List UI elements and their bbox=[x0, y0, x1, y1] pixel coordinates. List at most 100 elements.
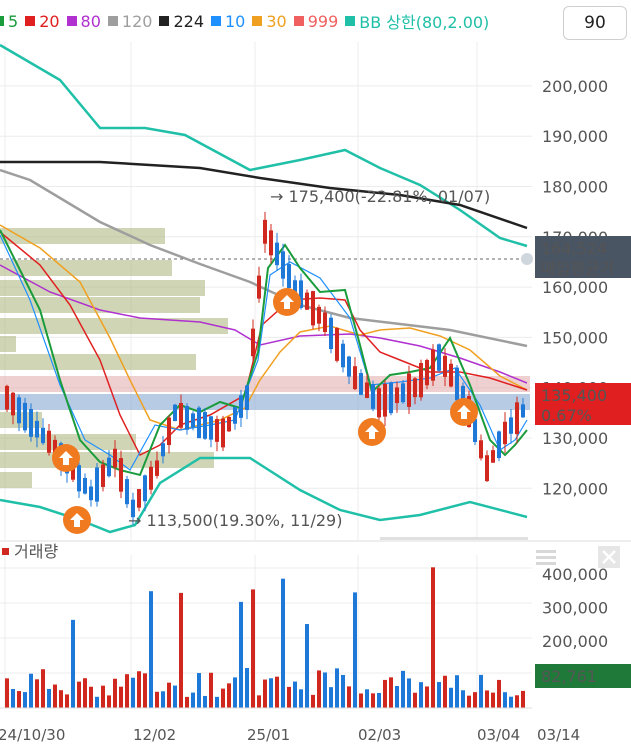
volume-bar bbox=[209, 672, 213, 708]
volume-bar bbox=[149, 591, 153, 708]
candle-body bbox=[521, 404, 525, 418]
volume-bar bbox=[491, 692, 495, 708]
volume-bar bbox=[251, 589, 255, 708]
candle-body bbox=[383, 383, 387, 417]
candle-body bbox=[77, 465, 81, 492]
candle-body bbox=[425, 360, 429, 386]
legend-color-swatch-icon bbox=[293, 16, 304, 26]
period-input[interactable]: 90 bbox=[563, 6, 627, 40]
volume-bar bbox=[311, 694, 315, 708]
scroll-handle bbox=[380, 537, 528, 540]
candle-body bbox=[461, 385, 465, 400]
low-annotation: → 113,500(19.30%, 11/29) bbox=[128, 511, 342, 530]
volume-bar bbox=[371, 693, 375, 708]
volume-bar bbox=[443, 675, 447, 708]
candle-body bbox=[131, 499, 135, 518]
menu-bar bbox=[536, 562, 556, 565]
volume-bar bbox=[113, 678, 117, 708]
legend-item[interactable]: 999 bbox=[293, 11, 339, 31]
ma-30-line bbox=[0, 224, 528, 431]
candle-body bbox=[473, 418, 477, 442]
candle-body bbox=[137, 489, 141, 508]
candle-body bbox=[161, 443, 165, 457]
volume-bar bbox=[401, 670, 405, 708]
candle-body bbox=[389, 382, 393, 414]
date-axis-label: 03/14 bbox=[537, 726, 580, 744]
price-axis-label: 200,000 bbox=[542, 77, 608, 96]
legend-label: 999 bbox=[307, 11, 339, 31]
signal-marker[interactable] bbox=[273, 288, 301, 316]
candle-body bbox=[185, 406, 189, 430]
volume-profile-bar bbox=[0, 260, 172, 276]
volume-bar bbox=[65, 694, 69, 708]
high-annotation: → 175,400(-22.81%, 01/07) bbox=[270, 187, 490, 206]
signal-marker[interactable] bbox=[358, 418, 386, 446]
candle-body bbox=[335, 328, 339, 361]
volume-bar bbox=[71, 619, 75, 708]
candle-body bbox=[299, 280, 303, 308]
legend-item[interactable]: 30 bbox=[252, 12, 287, 31]
volume-bar bbox=[59, 690, 63, 708]
candle-body bbox=[371, 384, 375, 409]
signal-marker[interactable] bbox=[52, 444, 80, 472]
volume-bar bbox=[119, 686, 123, 708]
price-axis-label: 160,000 bbox=[542, 278, 608, 297]
volume-bar bbox=[245, 668, 249, 708]
up-arrow-icon bbox=[59, 451, 73, 465]
legend-color-swatch-icon bbox=[252, 16, 263, 26]
legend-item[interactable]: 120 bbox=[107, 12, 152, 31]
volume-bar bbox=[101, 685, 105, 708]
legend-item[interactable]: 224 bbox=[159, 12, 204, 31]
close-icon[interactable] bbox=[598, 546, 620, 568]
candle-body bbox=[269, 230, 273, 256]
volume-bar bbox=[53, 684, 57, 708]
volume-bar bbox=[503, 692, 507, 708]
volume-bar bbox=[305, 624, 309, 708]
indicator-legend[interactable]: 5 20 80 120 224 10 30 999 BB 상한(80,2.00) bbox=[0, 0, 534, 42]
candle-body bbox=[515, 402, 519, 435]
up-arrow-icon bbox=[70, 513, 84, 527]
volume-bar bbox=[479, 674, 483, 708]
volume-bar bbox=[425, 686, 429, 708]
candle-body bbox=[323, 312, 327, 333]
legend-item[interactable]: 10 bbox=[211, 12, 245, 31]
legend-color-swatch-icon bbox=[159, 16, 170, 26]
legend-item[interactable]: 5 bbox=[0, 12, 18, 31]
volume-bar bbox=[353, 592, 357, 708]
volume-profile-bar bbox=[0, 318, 228, 334]
volume-bar bbox=[335, 668, 339, 708]
candle-body bbox=[53, 439, 57, 457]
candle-body bbox=[455, 367, 459, 401]
volume-bar bbox=[497, 679, 501, 708]
signal-marker[interactable] bbox=[450, 398, 478, 426]
candle-body bbox=[431, 349, 435, 381]
volume-bar bbox=[293, 681, 297, 708]
candle-body bbox=[347, 356, 351, 377]
volume-bar bbox=[77, 681, 81, 708]
volume-bar bbox=[107, 695, 111, 708]
avg-price-tag bbox=[535, 236, 631, 278]
legend-item[interactable]: BB 상한(80,2.00) bbox=[345, 9, 489, 33]
volume-bar bbox=[47, 688, 51, 708]
volume-profile-bar bbox=[0, 472, 32, 488]
legend-item[interactable]: 20 bbox=[25, 12, 60, 31]
volume-bar bbox=[347, 686, 351, 708]
volume-bar bbox=[419, 682, 423, 708]
hamburger-icon[interactable] bbox=[536, 550, 556, 565]
date-axis-label: 03/04 bbox=[477, 726, 520, 744]
candle-body bbox=[485, 455, 489, 482]
volume-bar bbox=[179, 592, 183, 708]
up-arrow-icon bbox=[280, 295, 294, 309]
legend-label: 224 bbox=[173, 11, 204, 31]
volume-profile-bar bbox=[0, 336, 16, 352]
up-arrow-icon bbox=[365, 425, 379, 439]
candle-body bbox=[287, 264, 291, 289]
volume-bar bbox=[359, 693, 363, 708]
candle-body bbox=[179, 402, 183, 428]
volume-bar bbox=[41, 669, 45, 708]
volume-bar bbox=[473, 692, 477, 708]
legend-item[interactable]: 80 bbox=[66, 12, 101, 31]
signal-marker[interactable] bbox=[63, 506, 91, 534]
volume-bar bbox=[461, 690, 465, 708]
